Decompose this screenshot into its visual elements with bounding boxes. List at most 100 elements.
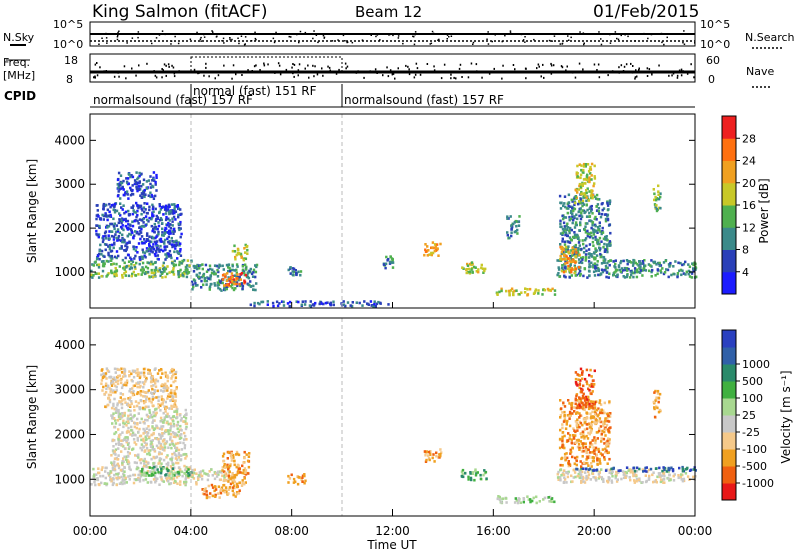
colorbar-swatch bbox=[722, 116, 736, 139]
scatter-cell bbox=[668, 473, 671, 477]
scatter-cell bbox=[600, 268, 604, 272]
scatter-cell bbox=[177, 452, 181, 455]
scatter-cell bbox=[598, 401, 601, 405]
scatter-cell bbox=[141, 242, 144, 245]
scatter-cell bbox=[130, 425, 133, 429]
scatter-cell bbox=[123, 438, 126, 442]
scatter-cell bbox=[221, 274, 225, 277]
scatter-cell bbox=[93, 480, 96, 484]
scatter-cell bbox=[532, 496, 535, 500]
freq-mark bbox=[408, 73, 411, 76]
scatter-cell bbox=[153, 469, 156, 472]
scatter-cell bbox=[658, 475, 662, 479]
scatter-cell bbox=[563, 195, 567, 198]
scatter-cell bbox=[468, 272, 472, 275]
scatter-cell bbox=[137, 185, 141, 188]
scatter-cell bbox=[610, 467, 613, 471]
scatter-cell bbox=[229, 285, 233, 288]
scatter-cell bbox=[575, 394, 578, 398]
scatter-cell bbox=[162, 411, 165, 415]
scatter-cell bbox=[440, 451, 443, 454]
freq-mark bbox=[335, 72, 338, 75]
scatter-cell bbox=[102, 385, 105, 389]
freq-mark bbox=[525, 77, 527, 80]
nsky-mark bbox=[642, 33, 644, 35]
scatter-cell bbox=[255, 263, 259, 267]
scatter-cell bbox=[162, 439, 165, 442]
scatter-cell bbox=[170, 407, 174, 410]
scatter-cell bbox=[288, 304, 291, 308]
scatter-cell bbox=[151, 377, 155, 380]
scatter-cell bbox=[130, 174, 133, 177]
scatter-cell bbox=[582, 209, 586, 213]
scatter-cell bbox=[427, 450, 431, 454]
scatter-cell bbox=[579, 183, 583, 187]
nsky-mark bbox=[273, 41, 276, 44]
scatter-cell bbox=[162, 390, 165, 393]
scatter-cell bbox=[122, 204, 125, 207]
scatter-cell bbox=[571, 254, 574, 257]
scatter-cell bbox=[593, 274, 597, 277]
scatter-cell bbox=[438, 453, 441, 456]
freq-mark bbox=[387, 75, 390, 78]
scatter-cell bbox=[125, 455, 128, 458]
scatter-cell bbox=[174, 446, 177, 450]
scatter-cell bbox=[528, 287, 532, 291]
scatter-cell bbox=[156, 227, 159, 231]
scatter-cell bbox=[101, 466, 104, 469]
scatter-cell bbox=[121, 227, 124, 230]
power-colorbar-label: Power [dB] bbox=[757, 178, 771, 243]
nsky-mark bbox=[116, 36, 119, 38]
scatter-cell bbox=[616, 268, 619, 272]
scatter-cell bbox=[127, 414, 130, 418]
scatter-cell bbox=[151, 375, 154, 378]
scatter-cell bbox=[236, 265, 239, 268]
nsky-mark bbox=[170, 43, 172, 45]
scatter-cell bbox=[127, 397, 130, 400]
scatter-cell bbox=[517, 224, 521, 227]
scatter-cell bbox=[170, 425, 173, 428]
scatter-cell bbox=[563, 225, 566, 228]
scatter-cell bbox=[137, 456, 140, 459]
scatter-cell bbox=[150, 384, 153, 388]
scatter-cell bbox=[154, 379, 157, 382]
scatter-cell bbox=[176, 250, 179, 253]
freq-mark bbox=[636, 75, 638, 78]
scatter-cell bbox=[113, 407, 116, 411]
nsky-mark bbox=[397, 35, 400, 37]
scatter-cell bbox=[113, 460, 116, 464]
freq-mark bbox=[357, 70, 359, 73]
scatter-cell bbox=[657, 400, 660, 404]
nsky-mark bbox=[522, 39, 525, 41]
scatter-cell bbox=[138, 181, 141, 184]
scatter-cell bbox=[566, 234, 569, 237]
scatter-cell bbox=[228, 279, 231, 282]
scatter-cell bbox=[123, 211, 126, 215]
scatter-cell bbox=[148, 275, 151, 279]
scatter-cell bbox=[242, 258, 245, 262]
scatter-cell bbox=[138, 458, 142, 462]
scatter-cell bbox=[107, 474, 111, 477]
nsky-mark bbox=[200, 36, 202, 39]
scatter-cell bbox=[107, 253, 110, 257]
scatter-cell bbox=[575, 439, 579, 442]
scatter-cell bbox=[236, 452, 239, 456]
colorbar-swatch bbox=[722, 483, 736, 501]
scatter-cell bbox=[122, 266, 125, 270]
scatter-cell bbox=[559, 243, 562, 246]
scatter-cell bbox=[123, 238, 126, 242]
scatter-cell bbox=[225, 287, 228, 291]
scatter-cell bbox=[153, 414, 156, 417]
freq-mark bbox=[415, 62, 418, 65]
scatter-cell bbox=[688, 275, 692, 278]
scatter-cell bbox=[94, 483, 97, 487]
scatter-cell bbox=[659, 195, 662, 199]
scatter-cell bbox=[126, 436, 129, 439]
scatter-cell bbox=[569, 238, 573, 241]
scatter-cell bbox=[577, 472, 580, 476]
scatter-cell bbox=[149, 415, 152, 419]
scatter-cell bbox=[567, 264, 570, 268]
scatter-cell bbox=[299, 270, 303, 273]
scatter-cell bbox=[236, 273, 239, 276]
scatter-cell bbox=[111, 466, 115, 470]
